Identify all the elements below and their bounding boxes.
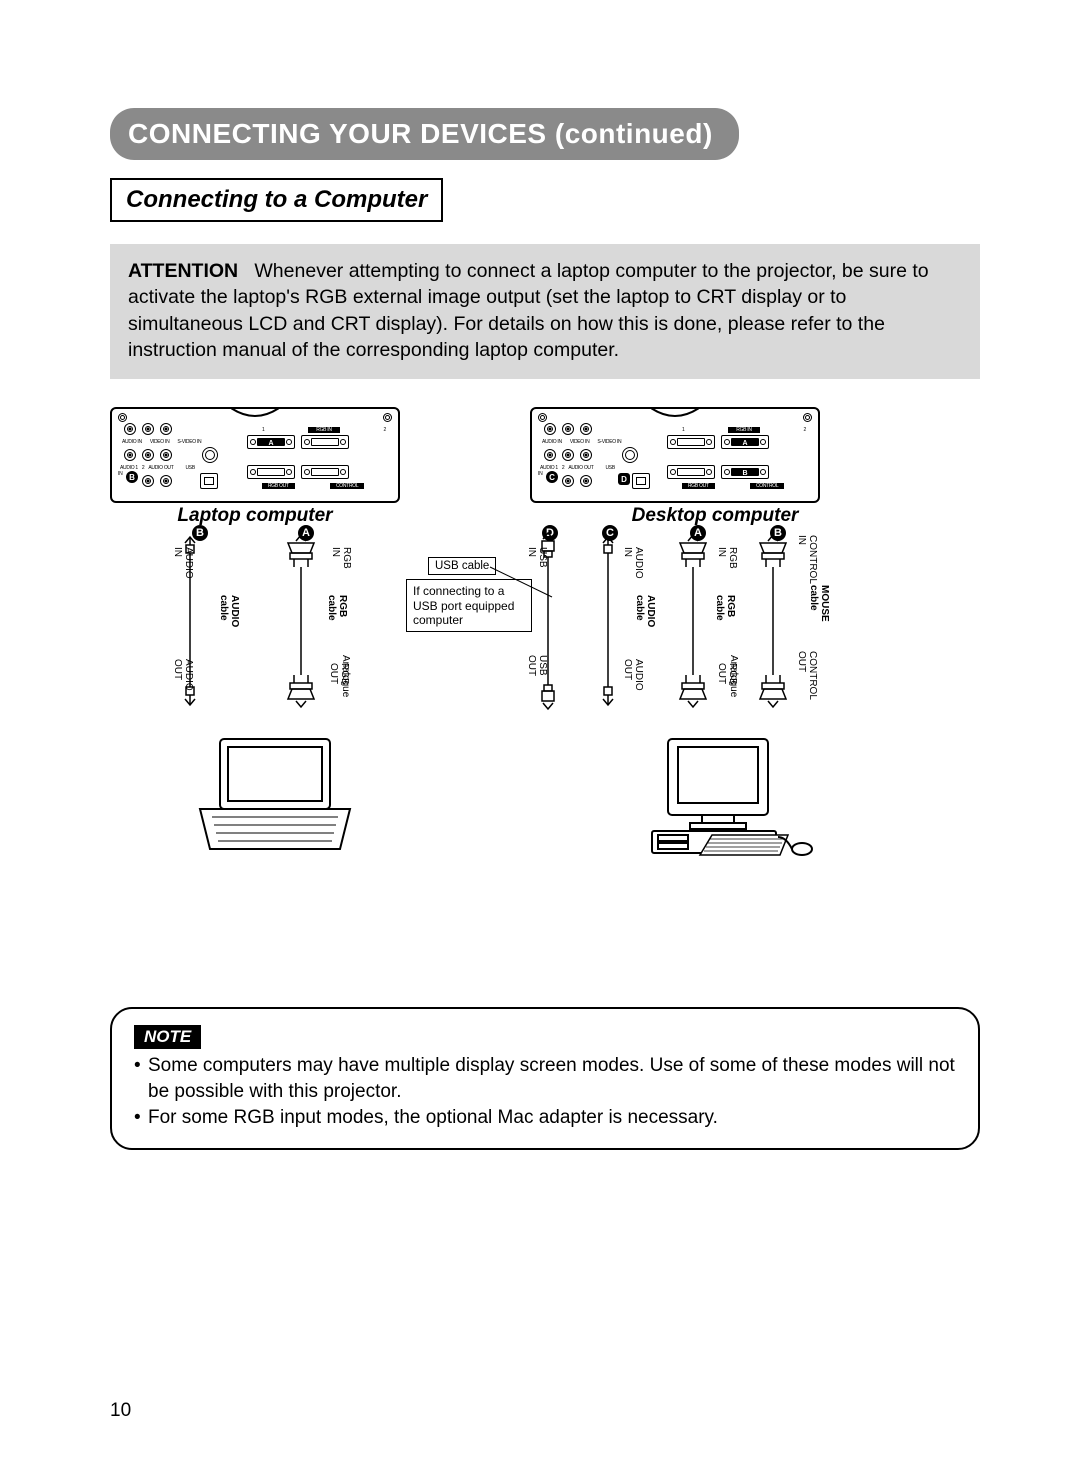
label-rgb-in: RGB IN	[330, 547, 352, 569]
note-item: For some RGB input modes, the optional M…	[134, 1105, 956, 1131]
label-rgb-in-r: RGB IN	[716, 547, 738, 569]
panel-marker-c: C	[546, 471, 558, 483]
note-item: Some computers may have multiple display…	[134, 1053, 956, 1104]
label-rgb-out: RGB OUT	[328, 663, 350, 685]
note-box: NOTE Some computers may have multiple di…	[110, 1007, 980, 1150]
label-usb-in: USB IN	[526, 547, 548, 568]
attention-body	[244, 260, 255, 282]
desktop-diagram: AUDIO INVIDEO INS-VIDEO IN AUDIO 12AUDIO…	[530, 407, 970, 503]
laptop-diagram: AUDIO INVIDEO INS-VIDEO IN AUDIO 12AUDIO…	[110, 407, 440, 503]
label-audio-out: AUDIO OUT	[172, 659, 194, 691]
label-audio-in-r: AUDIO IN	[622, 547, 644, 579]
cables-right	[530, 537, 840, 737]
diagram-area: AUDIO INVIDEO INS-VIDEO IN AUDIO 12AUDIO…	[110, 407, 980, 907]
desktop-label: Desktop computer	[570, 505, 860, 527]
laptop-icon	[190, 737, 360, 857]
label-audio-cable: AUDIO cable	[218, 595, 240, 627]
note-label: NOTE	[134, 1025, 201, 1049]
label-rgb-cable-r: RGB cable	[714, 595, 736, 621]
label-audio-cable-r: AUDIO cable	[634, 595, 656, 627]
section-subheader: Connecting to a Computer	[110, 178, 443, 222]
label-control-out: CONTROL OUT	[796, 651, 818, 700]
label-audio-out-r: AUDIO OUT	[622, 659, 644, 691]
attention-box: ATTENTION Whenever attempting to connect…	[110, 244, 980, 379]
panel-marker-b-left: B	[126, 471, 138, 483]
usb-cable-label: USB cable	[428, 557, 496, 575]
desktop-icon	[650, 737, 820, 857]
page-header: CONNECTING YOUR DEVICES (continued)	[110, 108, 739, 160]
label-mouse-cable: MOUSE cable	[808, 585, 830, 622]
panel-marker-d: D	[618, 473, 630, 485]
label-audio-in: AUDIO IN	[172, 547, 194, 579]
attention-label: ATTENTION	[128, 260, 238, 282]
label-rgb-cable: RGB cable	[326, 595, 348, 621]
label-control-in: CONTROL IN	[796, 535, 818, 584]
label-usb-out: USB OUT	[526, 655, 548, 676]
projector-panel-left: AUDIO INVIDEO INS-VIDEO IN AUDIO 12AUDIO…	[110, 407, 400, 503]
cables-left	[110, 537, 400, 737]
label-rgb-out-r: RGB OUT	[716, 663, 738, 685]
laptop-label: Laptop computer	[110, 505, 400, 527]
projector-panel-right: AUDIO INVIDEO INS-VIDEO IN AUDIO 12AUDIO…	[530, 407, 820, 503]
page-number: 10	[110, 1400, 131, 1422]
